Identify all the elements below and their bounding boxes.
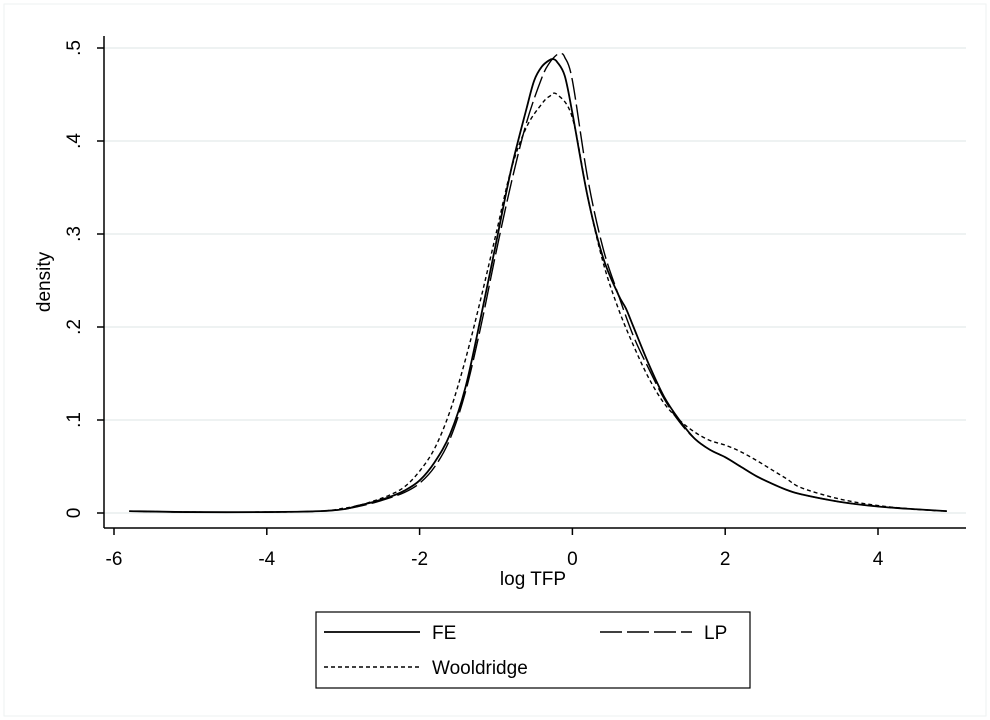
x-tick-label-2: -2	[411, 549, 428, 570]
series-line-fe	[129, 58, 947, 514]
y-ticks: 0 .1 .2 .3 .4 .5	[64, 40, 104, 518]
y-axis-title: density	[34, 251, 55, 312]
x-tick-label-1: -4	[258, 549, 275, 570]
legend-label-lp: LP	[704, 623, 727, 644]
legend-label-wooldridge: Wooldridge	[432, 658, 528, 679]
series-layer	[129, 52, 947, 514]
chart-outer-border	[3, 3, 987, 717]
x-tick-label-3: 0	[567, 549, 578, 570]
x-tick-label-5: 4	[873, 549, 884, 570]
x-tick-label-0: -6	[106, 549, 123, 570]
y-tick-label-0: 0	[64, 508, 85, 519]
legend: FE LP Wooldridge	[315, 611, 751, 689]
legend-items: FE LP Wooldridge	[324, 623, 727, 679]
series-line-wooldridge	[129, 92, 947, 513]
y-tick-label-2: .2	[64, 319, 85, 335]
y-tick-label-3: .3	[64, 226, 85, 242]
y-tick-label-5: .5	[64, 40, 85, 56]
x-ticks: -6 -4 -2 0 2 4	[106, 528, 884, 570]
x-axis-title: log TFP	[500, 569, 566, 590]
y-tick-label-1: .1	[64, 412, 85, 428]
y-tick-label-4: .4	[64, 133, 85, 149]
legend-box	[315, 611, 751, 689]
series-line-lp	[129, 52, 947, 513]
legend-label-fe: FE	[432, 623, 456, 644]
gridlines	[104, 47, 966, 514]
x-tick-label-4: 2	[720, 549, 731, 570]
